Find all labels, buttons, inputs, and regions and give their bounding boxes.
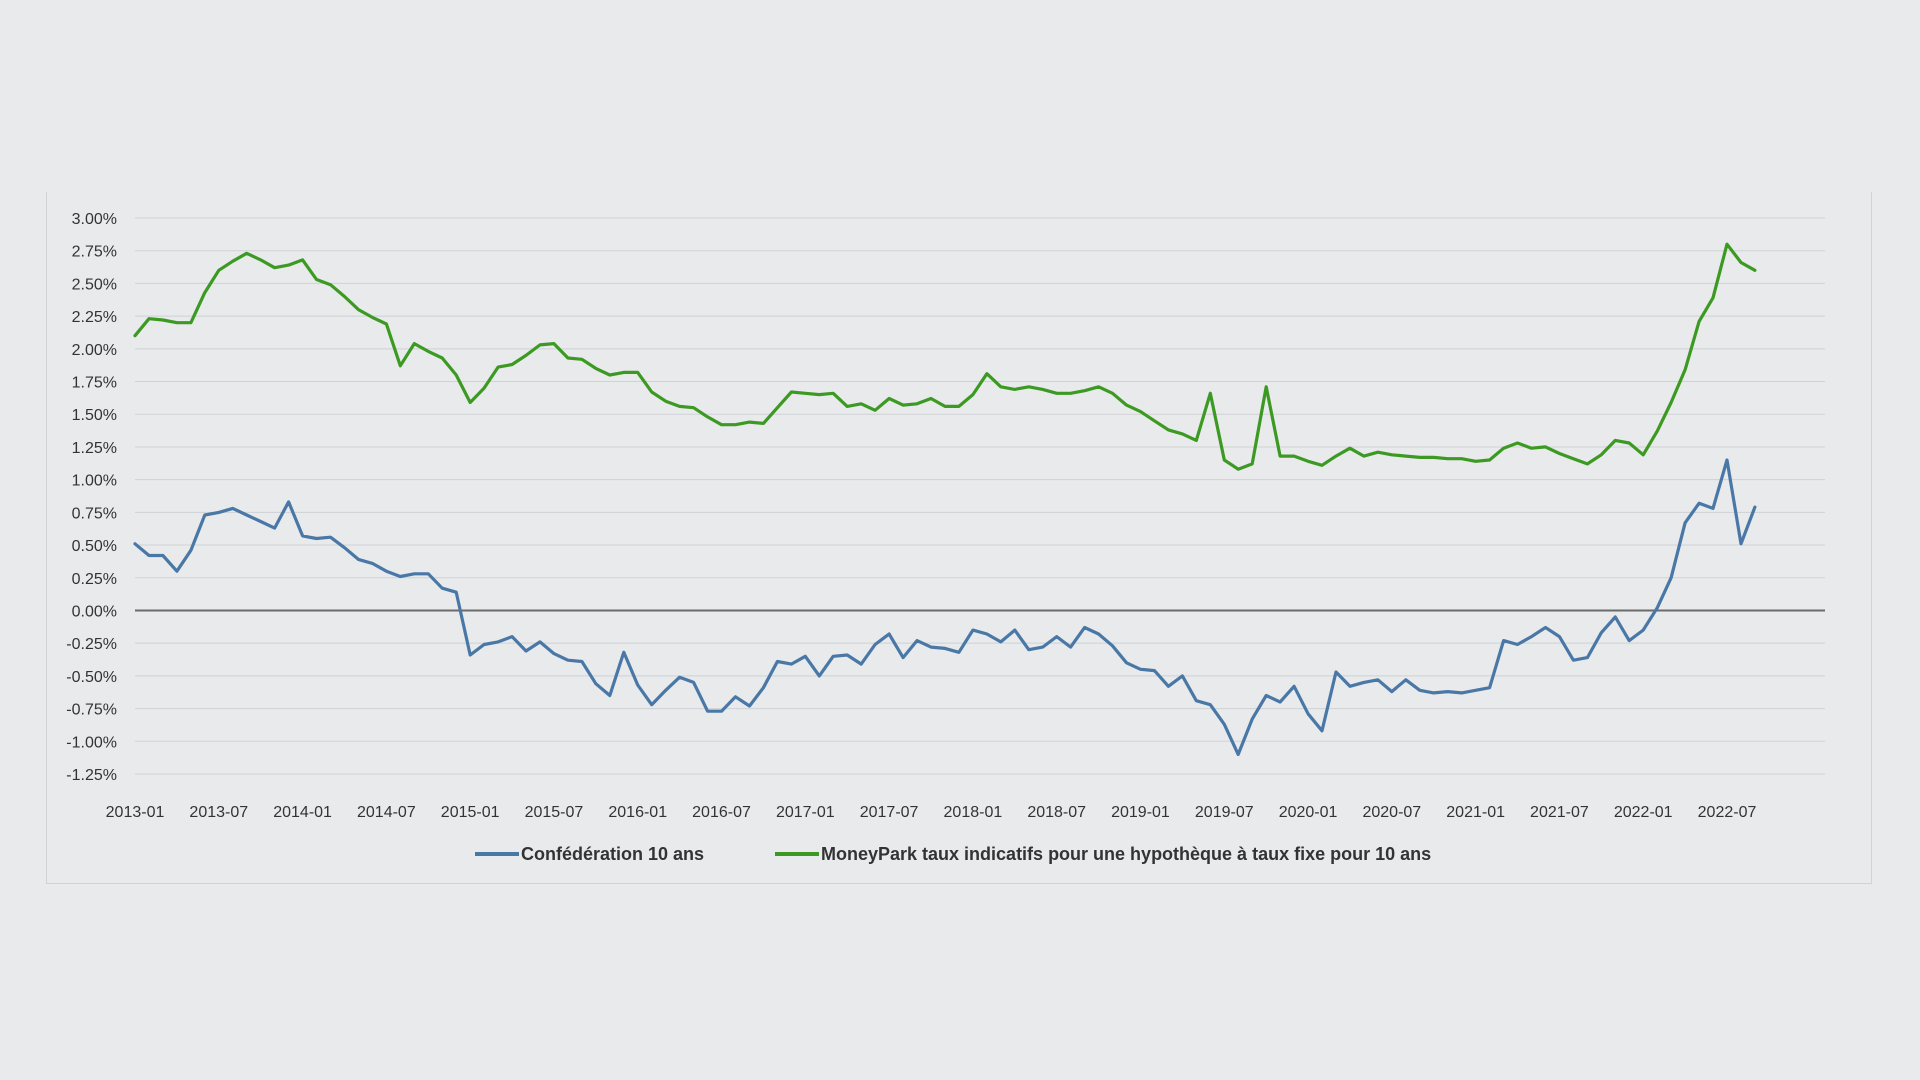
x-tick-label: 2013-01 (106, 804, 165, 821)
x-tick-label: 2014-01 (273, 804, 332, 821)
x-tick-label: 2018-07 (1027, 804, 1086, 821)
x-tick-label: 2022-07 (1698, 804, 1757, 821)
legend-label-2: MoneyPark taux indicatifs pour une hypot… (821, 844, 1431, 864)
x-tick-label: 2021-07 (1530, 804, 1589, 821)
grid (135, 217, 1825, 775)
y-tick-label: -1.25% (66, 767, 117, 784)
y-tick-label: 2.25% (72, 309, 117, 326)
series-line-1 (133, 458, 1757, 757)
y-tick-label: -0.25% (66, 636, 117, 653)
y-tick-label: 1.25% (72, 440, 117, 457)
series-line-2 (133, 242, 1757, 471)
y-tick-label: 1.00% (72, 473, 117, 490)
x-tick-label: 2021-01 (1446, 804, 1505, 821)
x-tick-label: 2017-01 (776, 804, 835, 821)
x-tick-label: 2019-07 (1195, 804, 1254, 821)
x-tick-label: 2020-01 (1279, 804, 1338, 821)
y-tick-label: 3.00% (72, 211, 117, 228)
x-tick-label: 2019-01 (1111, 804, 1170, 821)
y-tick-label: 0.75% (72, 505, 117, 522)
x-tick-label: 2013-07 (189, 804, 248, 821)
legend: Confédération 10 ans MoneyPark taux indic… (475, 844, 1431, 864)
chart-panel: 3.00% 2.75% 2.50% 2.25% 2.00% 1.75% 1.50% 1.25%… (46, 192, 1872, 884)
x-tick-label: 2017-07 (860, 804, 919, 821)
x-tick-label: 2018-01 (944, 804, 1003, 821)
y-tick-label: 0.50% (72, 538, 117, 555)
y-tick-label: 2.50% (72, 276, 117, 293)
line-chart: 3.00% 2.75% 2.50% 2.25% 2.00% 1.75% 1.50% 1.25%… (66, 211, 1825, 864)
x-tick-label: 2015-07 (525, 804, 584, 821)
x-tick-label: 2015-01 (441, 804, 500, 821)
y-tick-label: 0.25% (72, 571, 117, 588)
y-tick-label: 1.75% (72, 375, 117, 392)
y-axis-ticks: 3.00% 2.75% 2.50% 2.25% 2.00% 1.75% 1.50% 1.25%… (66, 211, 117, 784)
x-tick-label: 2020-07 (1362, 804, 1421, 821)
y-tick-label: -0.75% (66, 702, 117, 719)
x-tick-label: 2016-07 (692, 804, 751, 821)
y-tick-label: -1.00% (66, 734, 117, 751)
y-tick-label: 0.00% (72, 603, 117, 620)
x-tick-label: 2014-07 (357, 804, 416, 821)
x-tick-label: 2016-01 (608, 804, 667, 821)
legend-label-1: Confédération 10 ans (521, 844, 704, 864)
x-axis-ticks: 2013-01 2013-07 2014-01 2014-07 2015-01 2015-… (106, 804, 1757, 821)
series-lines (133, 242, 1757, 757)
y-tick-label: 2.00% (72, 342, 117, 359)
y-tick-label: -0.50% (66, 669, 117, 686)
y-tick-label: 2.75% (72, 244, 117, 261)
y-tick-label: 1.50% (72, 407, 117, 424)
x-tick-label: 2022-01 (1614, 804, 1673, 821)
